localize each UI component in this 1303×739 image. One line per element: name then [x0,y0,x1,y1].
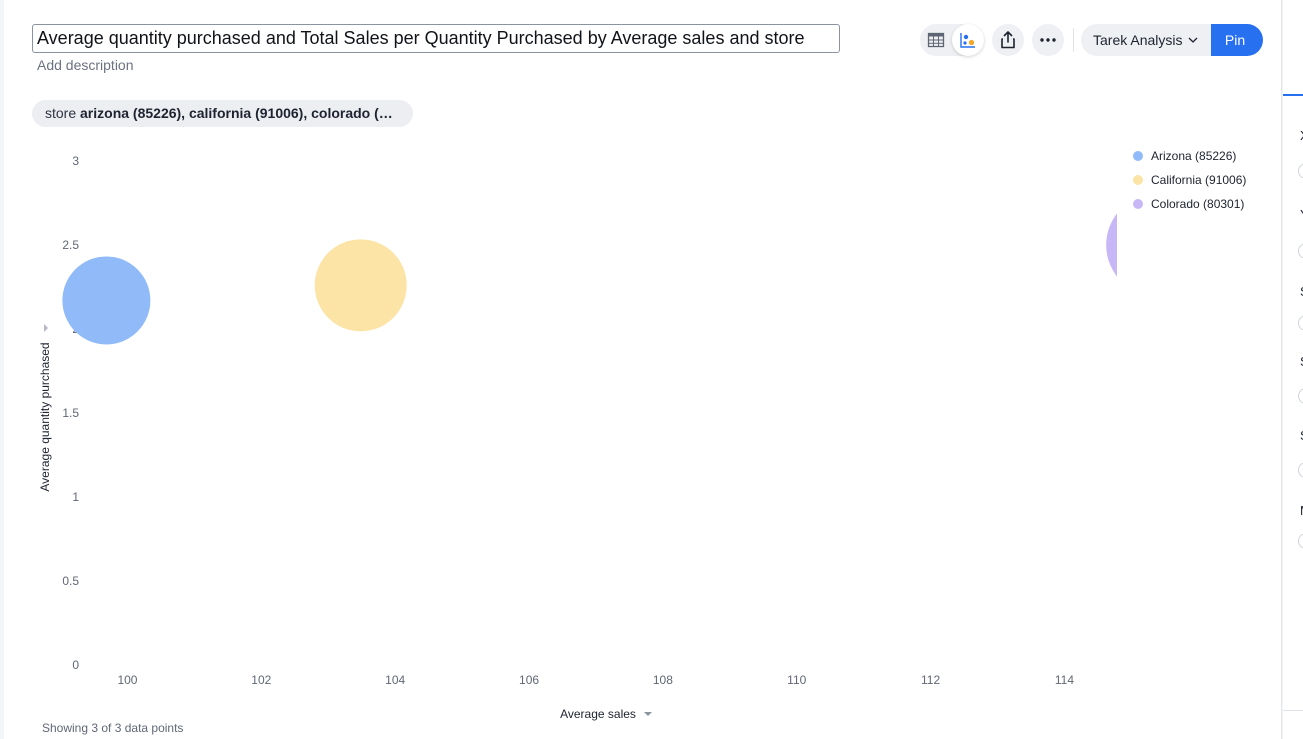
y-axis-setting-control[interactable] [1298,243,1303,259]
setting-control-4[interactable] [1298,388,1303,404]
size-setting-control[interactable] [1298,315,1303,331]
chart-view-button[interactable] [952,24,984,56]
x-tick-label: 104 [385,673,405,687]
setting-label-6: M [1300,503,1303,518]
legend-marker [1133,199,1143,209]
share-icon [1001,31,1015,49]
chevron-down-icon [1189,37,1198,43]
size-setting-label: S [1300,284,1303,299]
bubble-layer [62,213,1117,345]
x-axis-setting-label: X [1300,128,1303,143]
x-tick-label: 100 [117,673,137,687]
active-tab-indicator [1283,94,1303,96]
data-point-bubble [314,239,407,332]
liveboard-select[interactable]: Tarek Analysis [1081,24,1211,56]
x-tick-label: 110 [787,673,806,687]
setting-label-5: S [1300,428,1303,443]
data-points-note: Showing 3 of 3 data points [42,721,184,735]
setting-label-4: S [1300,354,1303,369]
x-tick-label: 114 [1055,673,1074,687]
x-tick-label: 102 [251,673,271,687]
legend-label: California (91006) [1151,173,1246,187]
toolbar-divider [1073,28,1074,52]
setting-control-6[interactable] [1298,533,1303,549]
share-button[interactable] [992,24,1024,56]
y-tick-label: 2.5 [62,238,79,252]
y-tick-label: 0 [72,658,79,672]
y-tick-label: 1 [72,490,79,504]
y-axis-title: Average quantity purchased [38,342,52,491]
y-tick-label: 0.5 [62,574,79,588]
y-axis-setting-label: Y [1300,207,1303,222]
x-tick-label: 112 [921,673,940,687]
add-description-field[interactable]: Add description [37,57,134,73]
panel-divider [1283,710,1303,711]
view-toggle [920,24,984,56]
more-options-button[interactable] [1032,24,1064,56]
legend-marker [1133,175,1143,185]
x-axis-dropdown-icon [644,712,652,716]
x-tick-label: 106 [519,673,539,687]
table-icon [927,32,945,48]
more-icon [1040,38,1056,42]
legend-label: Colorado (80301) [1151,197,1244,211]
chart-icon [960,33,975,48]
legend-marker [1133,151,1143,161]
filter-values: arizona (85226), california (91006), col… [80,105,393,121]
x-axis-title: Average sales [560,707,636,721]
x-tick-label: 108 [653,673,673,687]
legend-label: Arizona (85226) [1151,149,1236,163]
x-axis-setting-control[interactable] [1298,163,1303,179]
liveboard-label: Tarek Analysis [1093,32,1183,48]
filter-label: store [45,105,77,121]
table-view-button[interactable] [920,24,952,56]
right-settings-panel: X Y S S S M [1283,0,1303,739]
y-axis-expand-icon [44,324,48,332]
store-filter-chip[interactable]: store arizona (85226), california (91006… [32,100,413,127]
data-point-bubble [62,256,151,345]
y-tick-label: 1.5 [62,406,79,420]
pin-button[interactable]: Pin [1211,24,1263,56]
y-tick-label: 3 [72,154,79,168]
data-point-bubble [1106,213,1117,277]
visualization-panel: Average quantity purchased and Total Sal… [4,0,1282,739]
setting-control-5[interactable] [1298,462,1303,478]
chart-title-input[interactable]: Average quantity purchased and Total Sal… [32,24,840,53]
